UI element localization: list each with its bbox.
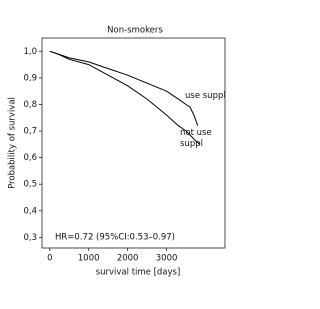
y-tick-label: 0,4	[23, 206, 37, 216]
y-tick-label: 0,6	[23, 153, 37, 163]
y-tick-label: 0,7	[23, 127, 37, 137]
series-label: not use suppl	[180, 128, 212, 149]
plot-frame	[41, 37, 226, 249]
chart: Non-smokers survival time [days] Probabi…	[8, 26, 226, 278]
page: Non-smokers survival time [days] Probabi…	[7, 25, 226, 278]
chart-title: Non-smokers	[107, 26, 163, 36]
series-label: use suppl	[185, 91, 226, 101]
x-tick-label: 0	[47, 254, 52, 264]
x-axis-label: survival time [days]	[96, 268, 181, 278]
annotation: HR=0.72 (95%CI:0.53–0.97)	[55, 233, 175, 243]
y-tick-label: 0,8	[23, 100, 37, 110]
y-tick-label: 0,9	[23, 73, 37, 83]
y-tick-label: 1,0	[23, 47, 37, 57]
survival-curve	[49, 50, 199, 126]
y-tick-label: 0,3	[23, 233, 37, 243]
x-tick-label: 2000	[117, 254, 139, 264]
x-tick-label: 3000	[156, 254, 178, 264]
y-axis-label: Probability of survival	[8, 97, 18, 189]
y-tick-label: 0,5	[23, 180, 37, 190]
x-tick-label: 1000	[78, 254, 100, 264]
survival-curve	[49, 50, 201, 145]
